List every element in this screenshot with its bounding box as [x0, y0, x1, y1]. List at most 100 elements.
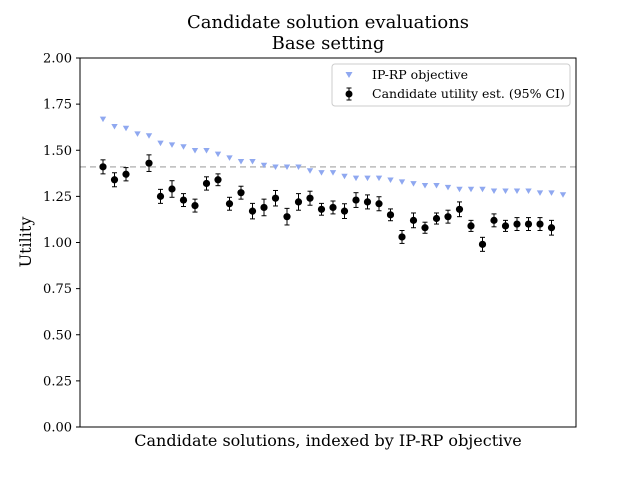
utility-point — [444, 213, 452, 221]
iprp-point — [502, 188, 509, 195]
utility-point — [237, 189, 245, 197]
iprp-point — [191, 147, 199, 154]
iprp-point — [375, 175, 383, 182]
iprp-point — [433, 183, 440, 189]
y-tick-label: 0.25 — [43, 374, 72, 389]
iprp-point — [249, 159, 256, 165]
utility-point — [306, 194, 314, 202]
utility-point — [156, 192, 165, 200]
utility-point — [202, 179, 211, 188]
legend-circle-marker — [345, 90, 353, 98]
utility-point — [513, 220, 521, 228]
utility-point — [317, 205, 326, 213]
iprp-point — [421, 183, 429, 189]
y-tick-label: 1.75 — [43, 98, 72, 113]
utility-point — [248, 207, 257, 215]
utility-point — [421, 224, 429, 232]
y-axis-label: Utility — [16, 217, 35, 268]
utility-point — [329, 203, 337, 212]
y-axis-ticks: 0.00 0.25 0.50 0.75 1.00 1.25 1.50 1.75 2.00 — [43, 52, 80, 436]
utility-point — [191, 202, 199, 210]
iprp-point — [548, 190, 555, 196]
legend-box — [331, 63, 571, 107]
iprp-point — [479, 186, 486, 193]
iprp-point — [180, 144, 187, 150]
iprp-point — [214, 151, 222, 158]
iprp-point — [283, 164, 291, 171]
y-tick-label: 1.00 — [43, 236, 72, 251]
utility-point — [501, 222, 510, 230]
iprp-point — [444, 184, 452, 191]
iprp-point — [203, 147, 210, 154]
iprp-point — [536, 190, 544, 196]
utility-point — [467, 222, 475, 230]
iprp-point — [456, 186, 463, 193]
utility-point — [225, 200, 234, 208]
utility-point — [145, 159, 153, 167]
iprp-point — [398, 179, 406, 185]
utility-point — [478, 240, 487, 248]
iprp-point — [295, 164, 302, 171]
y-tick-label: 2.00 — [43, 52, 72, 67]
iprp-point — [525, 188, 532, 195]
iprp-point — [410, 181, 417, 187]
utility-point — [409, 216, 418, 224]
y-tick-label: 1.50 — [43, 144, 72, 159]
utility-series — [99, 154, 556, 252]
utility-point — [283, 213, 291, 221]
iprp-point — [260, 162, 268, 169]
y-tick-label: 1.25 — [43, 190, 72, 205]
iprp-point — [134, 131, 141, 137]
iprp-point — [318, 170, 325, 176]
iprp-point — [490, 188, 498, 195]
iprp-point — [145, 133, 153, 139]
utility-point — [386, 211, 395, 219]
utility-point — [271, 194, 280, 202]
iprp-point — [329, 170, 337, 176]
iprp-point — [168, 142, 176, 148]
utility-point — [490, 216, 498, 224]
iprp-point — [99, 116, 107, 123]
iprp-point — [341, 173, 348, 180]
iprp-point — [352, 175, 360, 182]
iprp-point — [157, 140, 164, 147]
legend-label-utility: Candidate utility est. (95% CI) — [372, 86, 565, 101]
iprp-series — [99, 116, 567, 198]
utility-point — [524, 220, 533, 228]
utility-point — [455, 205, 464, 213]
iprp-point — [513, 188, 521, 195]
iprp-point — [306, 168, 314, 174]
iprp-point — [387, 177, 394, 183]
utility-point — [375, 200, 383, 208]
utility-point — [122, 170, 130, 178]
legend: IP-RP objective Candidate utility est. (… — [331, 63, 571, 107]
utility-point — [168, 185, 176, 193]
utility-point — [340, 207, 349, 215]
utility-point — [110, 176, 119, 184]
iprp-point — [111, 123, 118, 130]
iprp-point — [272, 164, 279, 171]
utility-point — [179, 196, 188, 204]
legend-triangle-marker — [345, 72, 353, 78]
utility-point — [294, 198, 303, 206]
utility-point — [352, 196, 360, 204]
legend-label-iprp: IP-RP objective — [372, 67, 468, 82]
utility-point — [547, 224, 556, 232]
iprp-point — [226, 155, 233, 161]
iprp-point — [364, 175, 371, 182]
iprp-point — [237, 159, 245, 165]
y-tick-label: 0.00 — [43, 421, 72, 436]
utility-point — [363, 198, 372, 206]
chart-title: Candidate solution evaluations — [187, 12, 469, 33]
y-tick-label: 0.50 — [43, 328, 72, 343]
iprp-point — [467, 186, 475, 193]
plot-frame — [79, 57, 577, 428]
iprp-point — [122, 125, 130, 132]
utility-point — [260, 203, 268, 212]
utility-point — [398, 233, 406, 241]
chart-subtitle: Base setting — [272, 33, 385, 54]
utility-point — [536, 220, 544, 228]
utility-point — [432, 214, 441, 223]
y-tick-label: 0.75 — [43, 282, 72, 297]
